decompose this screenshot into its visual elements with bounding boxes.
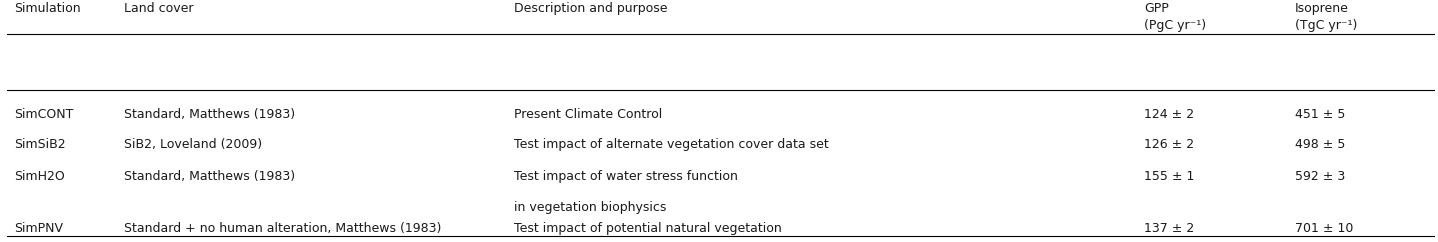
Text: SimPNV: SimPNV	[14, 222, 63, 235]
Text: in vegetation biophysics: in vegetation biophysics	[515, 201, 666, 214]
Text: Isoprene
(TgC yr⁻¹): Isoprene (TgC yr⁻¹)	[1296, 2, 1357, 32]
Text: 701 ± 10: 701 ± 10	[1296, 222, 1353, 235]
Text: SiB2, Loveland (2009): SiB2, Loveland (2009)	[124, 138, 262, 151]
Text: Standard, Matthews (1983): Standard, Matthews (1983)	[124, 170, 295, 183]
Text: Present Climate Control: Present Climate Control	[515, 108, 663, 121]
Text: 126 ± 2: 126 ± 2	[1143, 138, 1194, 151]
Text: 137 ± 2: 137 ± 2	[1143, 222, 1194, 235]
Text: Standard, Matthews (1983): Standard, Matthews (1983)	[124, 108, 295, 121]
Text: SimH2O: SimH2O	[14, 170, 65, 183]
Text: Land cover: Land cover	[124, 2, 194, 15]
Text: SimCONT: SimCONT	[14, 108, 73, 121]
Text: Simulation: Simulation	[14, 2, 81, 15]
Text: Test impact of water stress function: Test impact of water stress function	[515, 170, 738, 183]
Text: 498 ± 5: 498 ± 5	[1296, 138, 1346, 151]
Text: 451 ± 5: 451 ± 5	[1296, 108, 1346, 121]
Text: GPP
(PgC yr⁻¹): GPP (PgC yr⁻¹)	[1143, 2, 1206, 32]
Text: 592 ± 3: 592 ± 3	[1296, 170, 1346, 183]
Text: Description and purpose: Description and purpose	[515, 2, 667, 15]
Text: 124 ± 2: 124 ± 2	[1143, 108, 1194, 121]
Text: Test impact of potential natural vegetation: Test impact of potential natural vegetat…	[515, 222, 782, 235]
Text: Standard + no human alteration, Matthews (1983): Standard + no human alteration, Matthews…	[124, 222, 441, 235]
Text: Test impact of alternate vegetation cover data set: Test impact of alternate vegetation cove…	[515, 138, 828, 151]
Text: SimSiB2: SimSiB2	[14, 138, 66, 151]
Text: 155 ± 1: 155 ± 1	[1143, 170, 1194, 183]
